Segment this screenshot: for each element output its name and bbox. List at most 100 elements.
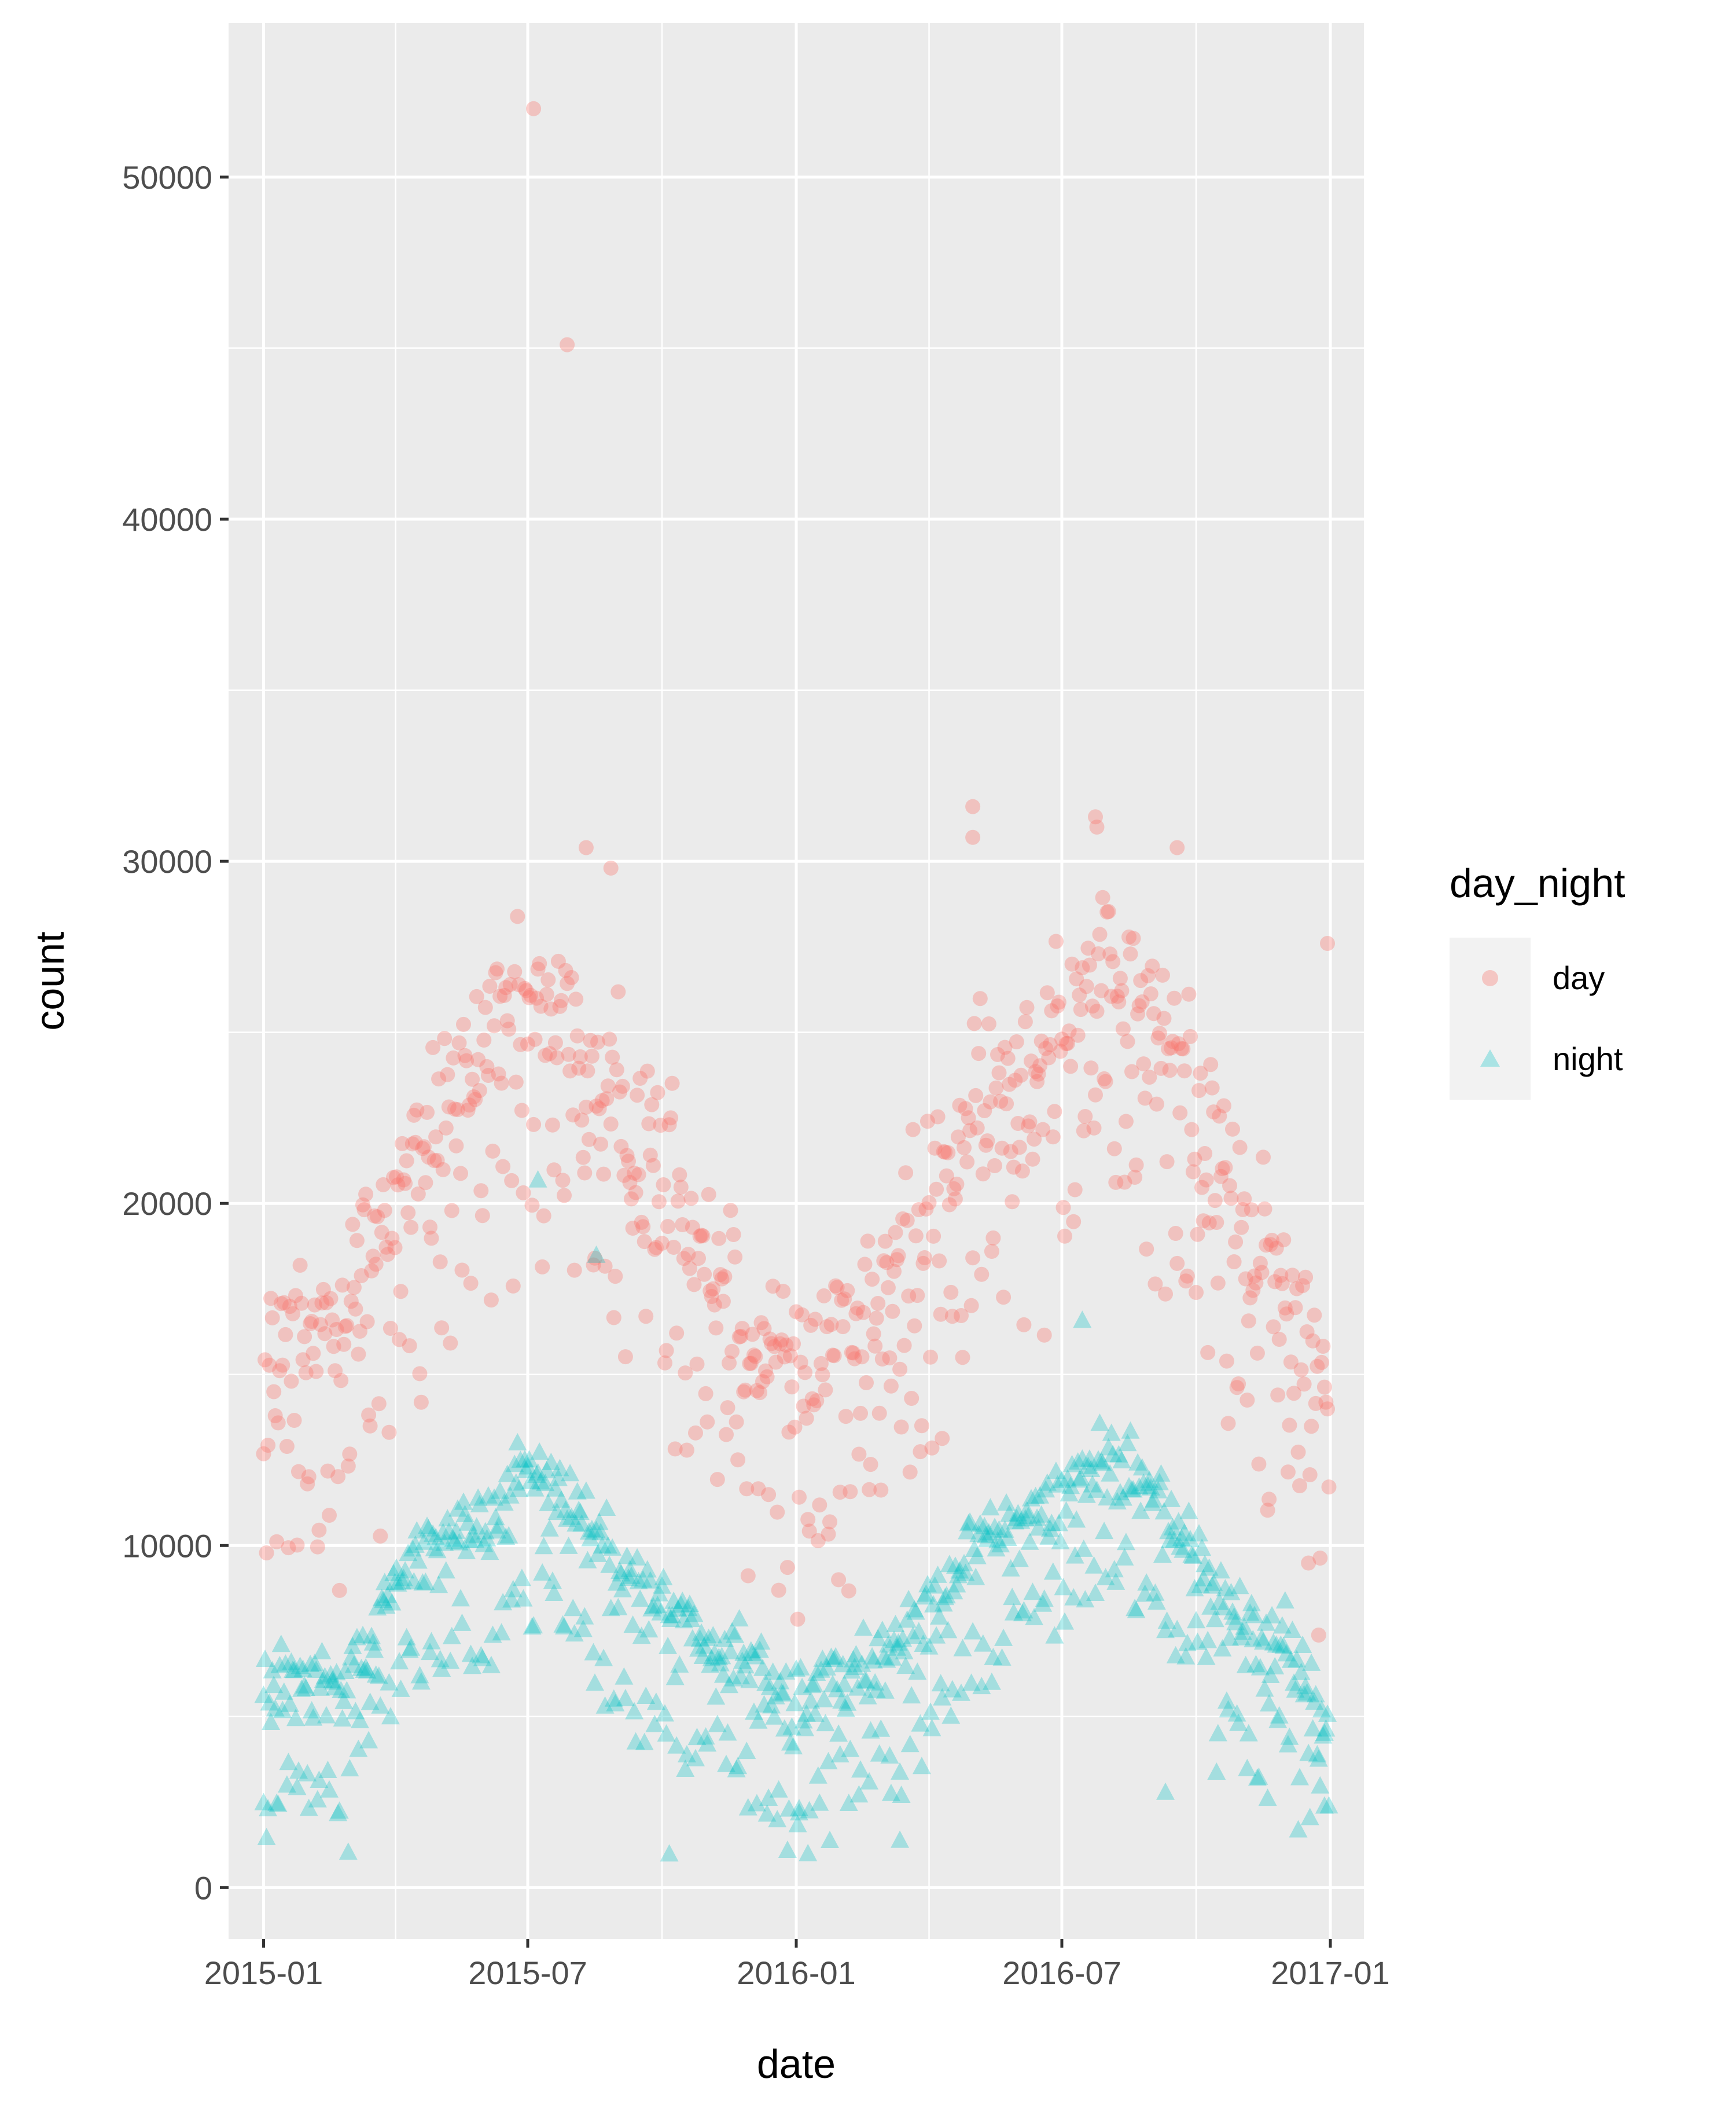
data-point-day [560,976,575,991]
data-point-night [733,1651,752,1669]
data-point-day [639,1063,655,1079]
data-point-night [425,1538,444,1556]
data-point-night [299,1798,318,1816]
data-point-day [627,1165,642,1181]
data-point-night [569,1500,589,1518]
data-point-night [921,1702,940,1720]
data-point-day [1184,1122,1200,1137]
data-point-night [296,1678,315,1696]
data-point-day [1175,1041,1191,1057]
data-point-day [1060,1035,1076,1051]
data-point-night [549,1468,568,1486]
data-point-day [508,1074,524,1090]
data-point-day [697,1266,712,1282]
data-point-day [1320,1401,1335,1417]
data-point-day [888,1225,903,1240]
data-point-night [558,1509,577,1527]
data-point-night [978,1529,997,1547]
data-point-day [1289,1281,1304,1296]
data-point-night [768,1810,787,1828]
data-point-day [977,1103,992,1118]
data-point-day [845,1345,861,1361]
data-point-night [1285,1673,1303,1691]
data-point-day [895,1211,911,1226]
data-point-night [317,1706,336,1724]
data-point-night [576,1481,595,1499]
data-point-night [676,1760,695,1777]
data-point-day [1174,1041,1189,1056]
data-point-day [1137,1090,1153,1106]
data-point-night [648,1595,667,1613]
data-point-night [982,1672,1001,1690]
data-point-night [1264,1633,1283,1651]
data-point-day [740,1568,756,1584]
data-point-night [280,1694,299,1712]
data-point-day [659,1343,674,1358]
data-point-night [1040,1519,1060,1537]
data-point-night [619,1569,638,1586]
data-point-night [1023,1582,1042,1600]
data-point-day [792,1489,807,1505]
data-point-day [724,1343,740,1359]
data-point-night [578,1551,597,1569]
data-point-night [687,1728,707,1746]
data-point-night [841,1739,860,1757]
data-point-night [683,1629,702,1647]
data-point-day [1048,934,1064,949]
data-point-night [262,1713,281,1730]
data-point-day [387,1240,403,1255]
data-point-night [973,1634,992,1652]
data-point-day [941,1197,957,1213]
data-point-day [520,1036,535,1052]
data-point-night [1316,1719,1336,1737]
data-point-day [1097,1071,1112,1086]
data-point-day [1032,1058,1048,1074]
data-point-night [561,1464,580,1482]
data-point-day [539,987,554,1002]
data-point-day [722,1355,737,1371]
data-point-night [1194,1569,1213,1586]
data-point-night [1141,1478,1160,1496]
y-tick-label: 40000 [122,501,212,538]
data-point-day [480,1068,496,1083]
data-point-day [328,1363,343,1379]
data-point-night [799,1843,818,1861]
data-point-day [1248,1275,1264,1291]
data-point-night [1220,1628,1239,1646]
data-point-day [932,1253,947,1269]
data-point-night [917,1584,936,1602]
data-point-night [435,1533,454,1551]
data-point-day [1105,954,1121,969]
data-point-day [1108,1174,1124,1190]
data-point-night [511,1450,530,1468]
data-point-day [628,1185,643,1200]
data-point-night [520,1450,539,1468]
data-point-night [447,1521,466,1539]
data-point-day [786,1336,801,1351]
data-point-day [955,1350,970,1365]
data-point-day [1318,1394,1334,1410]
data-point-night [603,1538,622,1556]
data-point-day [1055,1200,1071,1215]
data-point-night [1135,1584,1154,1602]
data-point-day [862,1482,877,1497]
data-point-day [848,1306,864,1321]
data-point-night [1207,1762,1226,1780]
data-point-day [591,1101,607,1116]
data-point-night [470,1494,489,1512]
data-point-night [1255,1679,1274,1697]
data-point-night [279,1753,298,1771]
data-point-night [779,1799,799,1817]
data-point-day [654,1236,670,1251]
data-point-night [1296,1677,1315,1695]
data-point-day [761,1487,777,1503]
data-point-night [552,1490,571,1508]
data-point-night [806,1704,825,1722]
data-point-night [893,1629,913,1647]
data-point-day [319,1295,334,1310]
data-point-day [873,1482,889,1498]
data-point-night [778,1841,797,1858]
data-point-day [499,1013,515,1029]
data-point-day [902,1464,918,1480]
